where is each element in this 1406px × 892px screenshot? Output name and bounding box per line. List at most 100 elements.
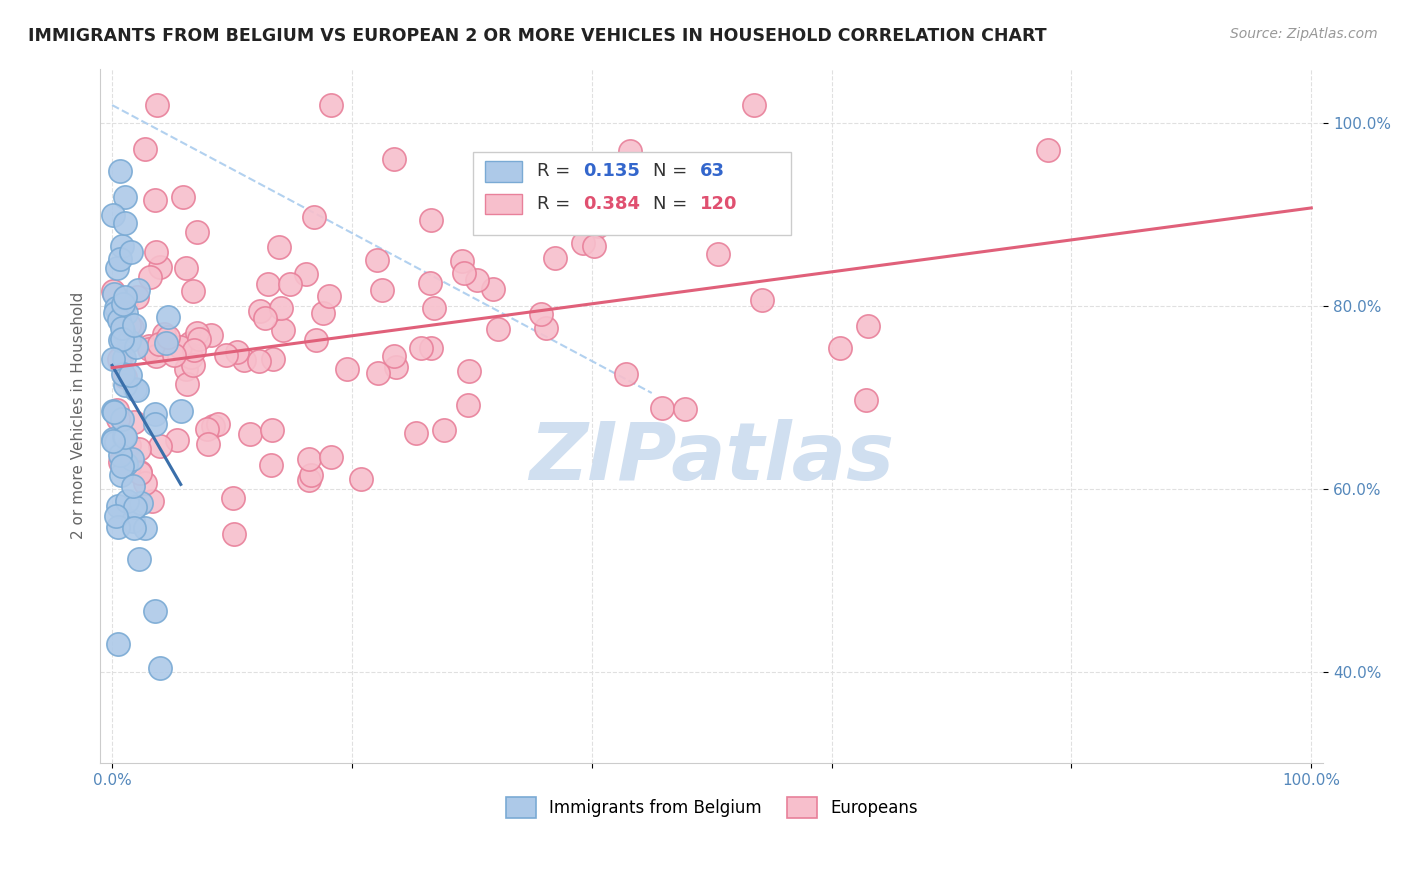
Point xyxy=(200,328,222,343)
Point xyxy=(143,417,166,432)
Point xyxy=(202,419,225,434)
Point xyxy=(104,306,127,320)
Point xyxy=(103,287,125,301)
Point xyxy=(319,450,342,464)
Point xyxy=(108,312,131,326)
Point xyxy=(103,432,125,446)
Point xyxy=(125,340,148,354)
Point xyxy=(111,453,134,467)
Point xyxy=(366,252,388,267)
Text: Source: ZipAtlas.com: Source: ZipAtlas.com xyxy=(1230,27,1378,41)
Point xyxy=(298,473,321,487)
Point xyxy=(134,521,156,535)
Point xyxy=(651,401,673,415)
Point xyxy=(271,323,294,337)
Point xyxy=(103,434,125,448)
Point xyxy=(127,283,149,297)
Point xyxy=(1036,144,1059,158)
Point xyxy=(371,283,394,297)
Point xyxy=(215,348,238,362)
Point xyxy=(118,458,141,473)
Point xyxy=(170,404,193,418)
Point xyxy=(112,351,135,365)
Point xyxy=(197,437,219,451)
Point xyxy=(269,240,291,254)
Point xyxy=(103,351,125,366)
Point xyxy=(114,290,136,304)
FancyBboxPatch shape xyxy=(485,194,522,214)
Point xyxy=(149,660,172,674)
Text: 0.135: 0.135 xyxy=(583,162,640,180)
Point xyxy=(115,457,138,471)
Point xyxy=(138,339,160,353)
Point xyxy=(131,496,153,510)
Point xyxy=(706,247,728,261)
Point xyxy=(111,348,134,362)
Point xyxy=(751,293,773,308)
Point xyxy=(180,350,202,364)
Point xyxy=(114,378,136,392)
Point xyxy=(855,392,877,407)
Point xyxy=(260,423,283,437)
Point xyxy=(742,98,765,112)
Text: N =: N = xyxy=(652,195,693,213)
Point xyxy=(112,324,135,338)
Point xyxy=(172,190,194,204)
Point xyxy=(259,458,281,473)
Point xyxy=(619,144,641,158)
Point xyxy=(582,239,605,253)
Point xyxy=(544,251,567,265)
Point xyxy=(111,332,134,346)
Point xyxy=(614,367,637,381)
Point xyxy=(148,337,170,351)
Point xyxy=(186,225,208,239)
Point xyxy=(105,402,128,417)
Point xyxy=(108,351,131,366)
Legend: Immigrants from Belgium, Europeans: Immigrants from Belgium, Europeans xyxy=(499,790,924,824)
Point xyxy=(530,307,553,321)
Point xyxy=(124,500,146,514)
Point xyxy=(121,479,143,493)
Point xyxy=(673,402,696,417)
Point xyxy=(318,289,340,303)
Point xyxy=(305,333,328,347)
Point xyxy=(457,398,479,412)
Point xyxy=(108,448,131,462)
Point xyxy=(247,354,270,368)
Point xyxy=(254,311,277,326)
Point xyxy=(257,277,280,292)
Point xyxy=(125,290,148,304)
Text: 0.384: 0.384 xyxy=(583,195,640,213)
Point xyxy=(111,412,134,426)
Point xyxy=(299,468,322,483)
Point xyxy=(382,152,405,166)
Point xyxy=(115,294,138,309)
Point xyxy=(122,318,145,333)
Point xyxy=(419,276,441,290)
Point xyxy=(115,306,138,320)
Point xyxy=(105,260,128,275)
Point xyxy=(138,343,160,357)
Point xyxy=(105,301,128,315)
Point xyxy=(111,459,134,474)
Point xyxy=(423,301,446,316)
Point xyxy=(107,519,129,533)
Point xyxy=(405,425,427,440)
Text: 120: 120 xyxy=(699,195,737,213)
Point xyxy=(110,164,132,178)
Point xyxy=(129,465,152,479)
Point xyxy=(111,367,134,381)
Point xyxy=(117,334,139,348)
Point xyxy=(128,442,150,457)
Point xyxy=(465,273,488,287)
Point xyxy=(486,322,509,336)
Point xyxy=(420,212,443,227)
Point xyxy=(179,335,201,350)
Point xyxy=(143,604,166,618)
Point xyxy=(221,491,243,505)
Point xyxy=(174,260,197,275)
Point xyxy=(536,321,558,335)
Point xyxy=(118,318,141,332)
Point xyxy=(145,193,167,207)
Point xyxy=(141,493,163,508)
